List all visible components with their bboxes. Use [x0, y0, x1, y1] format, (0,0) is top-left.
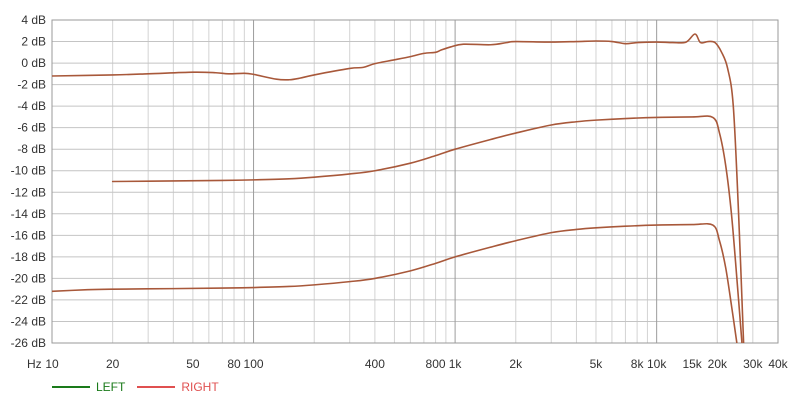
y-tick-label: -4 dB [17, 99, 46, 113]
series-line-3 [52, 222, 738, 343]
y-tick-label: -6 dB [17, 121, 46, 135]
y-tick-label: 4 dB [21, 13, 46, 27]
x-tick-labels: 10 20 50 80 100 400 800 1k 2k 5k 8k 10k 15k 20k 30k 40k [45, 357, 788, 371]
series-line-2 [111, 115, 743, 343]
x-tick-label: 5k [590, 357, 604, 371]
y-tick-label: -26 dB [11, 336, 46, 350]
x-tick-label: 15k [682, 357, 702, 371]
legend-swatch-right [137, 386, 176, 388]
legend-label-right: RIGHT [181, 380, 219, 394]
y-tick-label: -12 dB [11, 185, 46, 199]
series-layer [52, 33, 745, 343]
series-line-1 [52, 33, 745, 343]
x-unit-label: Hz [27, 357, 42, 371]
y-tick-label: 2 dB [21, 35, 46, 49]
legend-item-right[interactable]: RIGHT [137, 380, 219, 394]
y-tick-label: -20 dB [11, 271, 46, 285]
legend-item-left[interactable]: LEFT [52, 380, 125, 394]
legend-swatch-left [52, 386, 90, 388]
y-tick-label: -2 dB [17, 78, 46, 92]
x-tick-label: 30k [743, 357, 763, 371]
y-tick-label: -8 dB [17, 142, 46, 156]
x-tick-label: 8k [631, 357, 645, 371]
x-tick-label: 2k [509, 357, 523, 371]
plot-frame [51, 19, 779, 344]
x-tick-label: 40k [768, 357, 788, 371]
x-tick-label: 1k [449, 357, 463, 371]
y-tick-label: 0 dB [21, 56, 46, 70]
legend-label-left: LEFT [96, 380, 126, 394]
y-tick-label: -24 dB [11, 314, 46, 328]
y-tick-label: -18 dB [11, 250, 46, 264]
x-tick-label: 80 [227, 357, 241, 371]
y-tick-label: -10 dB [11, 164, 46, 178]
y-tick-labels: 4 dB 2 dB 0 dB -2 dB -4 dB -6 dB -8 dB -10 dB -1… [11, 13, 46, 350]
x-tick-label: 50 [186, 357, 200, 371]
x-tick-label: 10 [45, 357, 59, 371]
x-tick-label: 20k [708, 357, 728, 371]
x-tick-label: 10k [647, 357, 667, 371]
y-tick-label: -16 dB [11, 228, 46, 242]
x-tick-label: 800 [426, 357, 446, 371]
legend: LEFT RIGHT [52, 379, 231, 395]
y-tick-label: -22 dB [11, 293, 46, 307]
x-tick-label: 20 [106, 357, 120, 371]
x-tick-label: 100 [244, 357, 264, 371]
x-tick-label: 400 [365, 357, 385, 371]
y-tick-label: -14 dB [11, 207, 46, 221]
